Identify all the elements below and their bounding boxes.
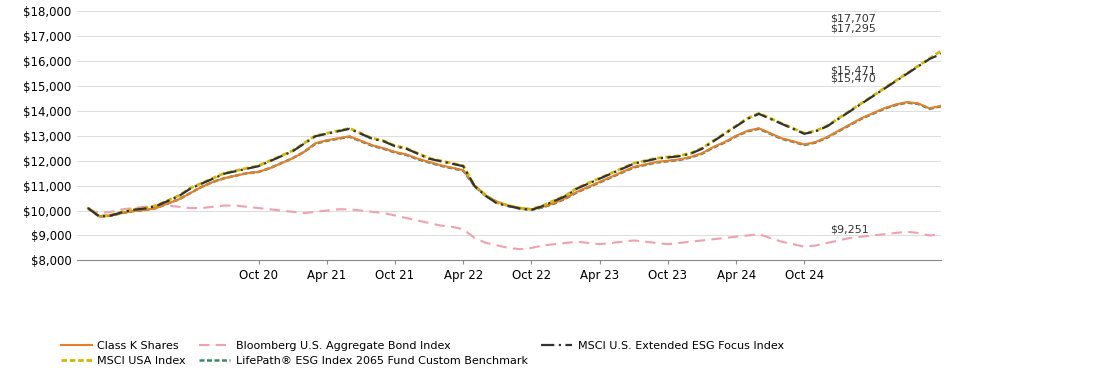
- Text: $15,470: $15,470: [830, 73, 876, 83]
- Text: $9,251: $9,251: [830, 224, 870, 234]
- Text: $15,471: $15,471: [830, 66, 876, 76]
- Legend: Class K Shares, MSCI USA Index, Bloomberg U.S. Aggregate Bond Index, LifePath® E: Class K Shares, MSCI USA Index, Bloomber…: [60, 341, 784, 366]
- Text: $17,295: $17,295: [830, 24, 876, 34]
- Text: $17,707: $17,707: [830, 13, 876, 23]
